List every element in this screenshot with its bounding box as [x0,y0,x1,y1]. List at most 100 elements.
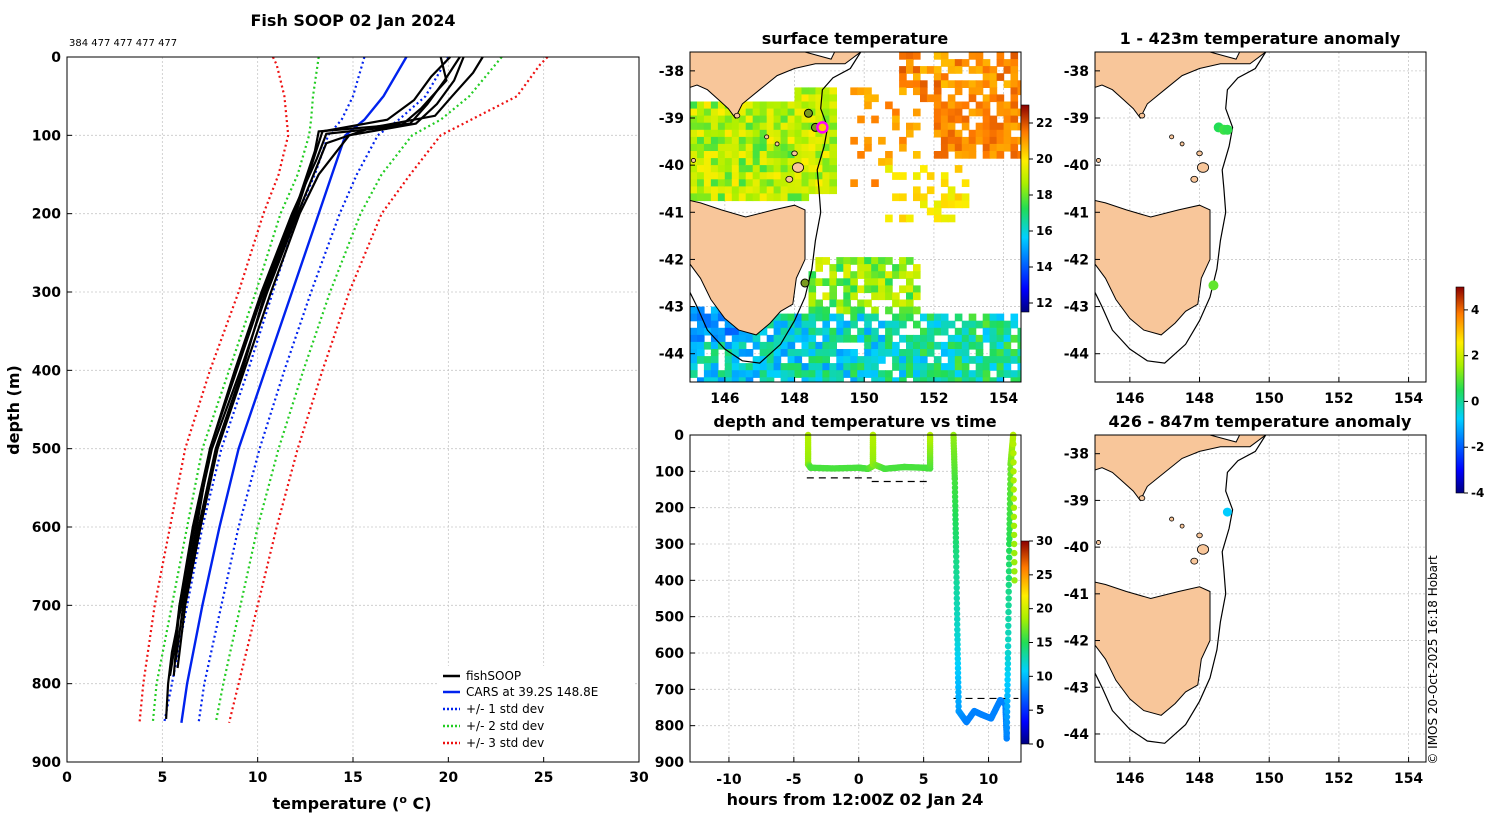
sst-cell [989,363,998,371]
sst-cell [871,292,879,301]
sst-cell [794,334,803,343]
sst-cell [926,207,935,216]
sst-cell [892,327,900,336]
sst-cell [899,313,907,322]
sst-cell [738,136,747,145]
sst-cell [871,377,879,382]
ts-ytick-label: 900 [655,755,684,771]
sst-cell [947,349,956,357]
sst-cell [940,377,949,382]
sst-colorbar [1020,104,1030,313]
sst-cell [954,341,963,350]
sst-cell [717,186,726,195]
sst-cell [989,122,998,131]
ts-point [1011,549,1018,557]
sst-cell [780,143,789,152]
sst-cell [920,87,928,96]
ts-ytick-label: 100 [655,464,684,480]
sst-cell [697,115,705,124]
sst-cell [710,172,719,180]
sst-cell [808,306,817,315]
sst-cell [913,151,921,159]
sst-cell [1010,151,1019,159]
sst-cell [878,158,886,166]
sst-cell [766,122,775,131]
sst-cell [885,306,893,315]
ts-point [952,529,959,537]
sst-cell [1010,377,1019,382]
sst-cell [1003,363,1012,371]
sst-cell [906,341,914,350]
surface-xtick-label: 152 [919,391,948,407]
ts-point [1004,687,1011,694]
sst-cell [745,370,754,378]
sst-cell [864,136,872,145]
sst-cell [975,377,984,382]
sst-cell [857,87,865,96]
sst-cell [843,299,851,308]
sst-cell [947,101,956,110]
sst-cell [913,66,921,74]
sst-cell [961,151,970,159]
ts-point [954,674,962,681]
sst-cell [745,136,754,145]
sst-cell [822,136,830,145]
sst-cell [954,143,963,152]
sst-cell [794,179,803,187]
sst-cell [871,349,879,357]
sst-cell [815,299,823,308]
sst-cell [878,356,886,364]
sst-cell [843,370,851,378]
sst-cell [731,186,740,195]
sst-cell [850,136,858,145]
sst-cell [787,101,796,110]
sst-cell [815,327,823,336]
sst-cell [989,320,998,329]
anomaly-cb-label: 4 [1471,303,1479,317]
ts-point [954,660,962,667]
sst-cell [745,193,754,202]
sst-cell [926,363,935,371]
sst-cell [1017,363,1021,371]
sst-cell [787,356,796,364]
sst-cell [933,327,942,336]
sst-cell [731,356,740,364]
sst-cell [857,271,865,279]
profile-ytick-label: 200 [32,207,61,223]
sst-cell [913,73,921,81]
depth-contour [690,52,862,364]
sst-cell [801,327,810,336]
ts-point [954,650,961,658]
sst-cell [926,313,935,322]
sst-cell [1003,59,1012,67]
ts-cb-label: 0 [1036,737,1044,751]
profile-xtick-label: 20 [439,770,459,786]
sst-cell [975,363,984,371]
sst-cell [982,356,991,364]
sst-cell [690,370,698,378]
sst-cell [766,341,775,350]
sst-cell [745,165,754,173]
sst-cell [752,165,761,173]
anomaly-shallow-ytick-label: -40 [1064,158,1090,174]
ts-point [1005,568,1013,575]
ts-point [952,543,960,550]
sst-cell [724,349,733,357]
ts-point [1011,577,1018,584]
sst-cell [808,271,817,279]
surface-xtick-label: 146 [710,391,739,407]
island [764,134,770,140]
sst-cell [808,115,817,124]
sst-cell [724,129,733,138]
island [1138,495,1146,501]
sst-cell [738,165,747,173]
sst-cell [913,87,921,96]
sst-cell [787,193,796,202]
sst-cell [899,356,907,364]
sst-cell [947,59,956,67]
ts-point [1003,735,1010,742]
sst-cell [710,179,719,187]
sst-cell [954,377,963,382]
sst-cell [773,370,782,378]
